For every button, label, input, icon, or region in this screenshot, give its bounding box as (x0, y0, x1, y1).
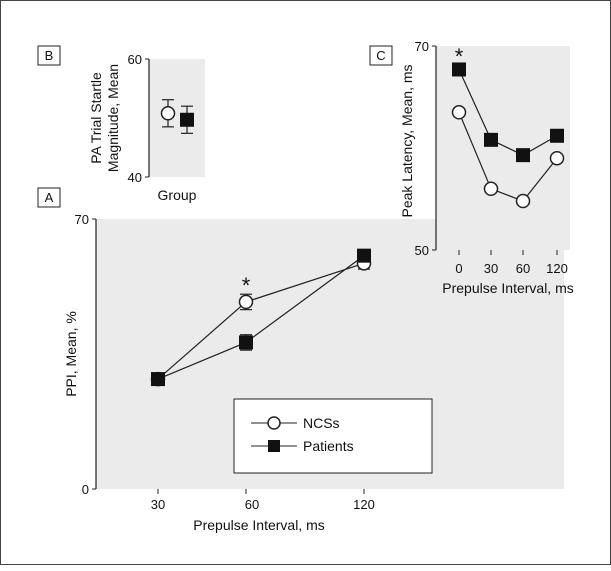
legend-box (233, 398, 433, 474)
panel-b-letter: B (45, 48, 54, 63)
panel-c-point-ncss (451, 105, 467, 120)
panel-c-letter-box (369, 45, 393, 66)
panel-c: C 70 50 Peak Latency, Mean, ms 0 30 60 1… (369, 39, 574, 296)
panel-c-xtick-label: 0 (455, 261, 462, 276)
panel-a-letter-box (37, 187, 61, 208)
panel-a-point-patients (151, 372, 165, 387)
legend-patients-label: Patients (303, 438, 354, 454)
panel-b-point-ncss (160, 106, 176, 121)
panel-a-significance-asterisk: * (242, 273, 251, 298)
panel-c-marks (451, 62, 565, 255)
panel-c-significance-asterisk: * (455, 44, 464, 69)
panel-c-point-patients (550, 128, 564, 143)
panel-a-ytick-label: 0 (82, 482, 89, 497)
panel-c-point-patients (484, 132, 498, 147)
panel-a-ytick-label: 70 (75, 212, 89, 227)
panel-c-series-line-patients (458, 69, 558, 156)
panel-b-xlabel: Group (158, 187, 197, 203)
panel-c-letter: C (376, 48, 385, 63)
panel-c-xlabel: Prepulse Interval, ms (442, 280, 574, 296)
panel-a-ylabel: PPI, Mean, % (63, 311, 79, 397)
panel-c-point-ncss (549, 150, 565, 166)
panel-c-xtick-label: 120 (546, 261, 568, 276)
panel-b: B 60 40 PA Trial Startle Magnitude, Mean… (37, 45, 205, 203)
panel-c-point-ncss (483, 181, 499, 197)
panel-a-point-ncss (238, 294, 254, 310)
panel-c-xtick-label: 30 (484, 261, 498, 276)
panel-c-ytick-label: 70 (415, 39, 429, 54)
panel-c-plot-area (436, 46, 570, 250)
legend-ncs-marker (267, 416, 281, 430)
panel-b-marks (160, 99, 194, 134)
panel-b-plot-area (149, 59, 205, 177)
panel-c-point-patients (516, 148, 530, 163)
panel-c-series-line-ncss (458, 112, 558, 202)
panel-c-point-ncss (515, 193, 531, 209)
panel-a: A 70 0 PPI, Mean, % 30 60 120 Prepulse I… (37, 187, 564, 533)
panel-b-letter-box (37, 45, 61, 66)
panel-a-letter: A (45, 190, 54, 205)
panel-b-ytick-label: 40 (128, 170, 142, 185)
panel-a-xtick-label: 30 (151, 497, 165, 512)
panel-c-ylabel: Peak Latency, Mean, ms (399, 64, 415, 217)
legend: NCSs Patients (233, 398, 433, 474)
panel-a-xtick-label: 60 (245, 497, 259, 512)
panel-a-xlabel: Prepulse Interval, ms (193, 517, 325, 533)
panel-c-ytick-label: 50 (415, 243, 429, 258)
panel-b-ylabel-line2: Magnitude, Mean (105, 64, 121, 172)
legend-ncs-label: NCSs (303, 415, 340, 431)
panel-c-xtick-label: 60 (516, 261, 530, 276)
panel-a-xtick-label: 120 (353, 497, 375, 512)
panel-a-point-patients (357, 248, 371, 263)
panel-c-point-patients (452, 62, 466, 77)
panel-a-marks (150, 248, 372, 494)
panel-b-ylabel-line1: PA Trial Startle (88, 72, 104, 164)
panel-a-point-patients (239, 335, 253, 350)
panel-b-ytick-label: 60 (128, 52, 142, 67)
legend-patients-marker (268, 440, 280, 452)
panel-b-point-patients (180, 112, 194, 127)
